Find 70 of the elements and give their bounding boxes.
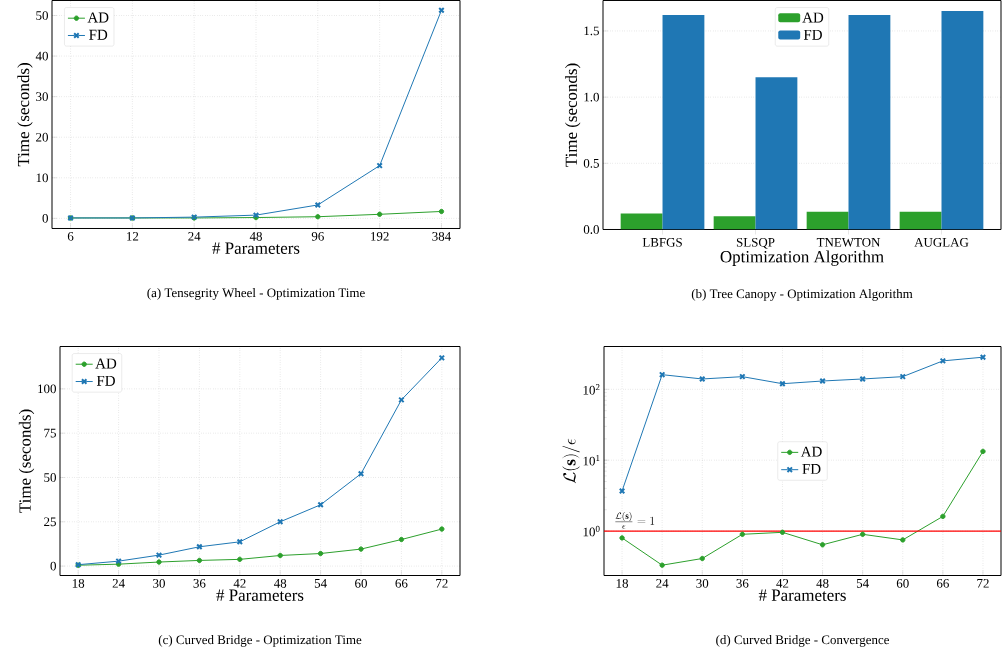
legend-label: AD xyxy=(87,12,109,23)
x-axis-title: # Parameters xyxy=(216,589,304,601)
y-tick-label: 50 xyxy=(36,10,48,20)
x-tick-label: AUGLAG xyxy=(914,237,969,247)
x-tick-label: 72 xyxy=(977,578,989,588)
y-tick-label: 100 xyxy=(38,384,56,393)
x-tick-label: 30 xyxy=(696,578,709,588)
x-tick-label: 54 xyxy=(314,578,327,588)
legend-label: FD xyxy=(803,29,822,40)
text: (c) Curved Bridge - Optimization Time xyxy=(158,634,362,647)
x-tick-label: 60 xyxy=(896,578,909,588)
x-tick-label: 96 xyxy=(311,231,324,241)
y-axis-title: Time (seconds) xyxy=(18,409,35,513)
x-tick-label: 36 xyxy=(736,578,749,588)
y-tick-label: 10$^{0}$ xyxy=(583,525,600,537)
y-tick-label: 10$^{2}$ xyxy=(583,383,600,395)
x-tick-label: 30 xyxy=(153,578,165,588)
y-tick-label: 1.5 xyxy=(584,26,599,36)
x-tick-label: 66 xyxy=(395,578,408,588)
x-axis-title: # Parameters xyxy=(758,589,846,601)
x-tick-label: 48 xyxy=(249,231,262,241)
text: (b) Tree Canopy - Optimization Algorithm xyxy=(691,288,913,301)
legend-label: FD xyxy=(96,375,115,386)
legend-label: AD xyxy=(95,358,117,369)
x-tick-label: 192 xyxy=(371,231,389,241)
ref-line-label: $\frac{\mathcal{L}(\mathbf{s})}{\epsilon}=1$ xyxy=(615,511,655,529)
legend-label: AD xyxy=(800,446,822,457)
y-tick-label: 40 xyxy=(35,51,48,61)
x-tick-label: 24 xyxy=(112,578,125,588)
x-tick-label: 42 xyxy=(233,578,246,588)
x-tick-label: 66 xyxy=(936,578,949,588)
x-tick-label: TNEWTON xyxy=(816,237,881,247)
y-tick-label: 0 xyxy=(50,561,56,571)
x-tick-label: 24 xyxy=(188,231,201,241)
y-tick-label: 30 xyxy=(36,92,48,101)
y-tick-label: 25 xyxy=(44,517,56,526)
x-tick-label: 18 xyxy=(72,578,85,588)
legend-label: FD xyxy=(802,463,821,474)
x-tick-label: 72 xyxy=(436,578,448,588)
text: (d) Curved Bridge - Convergence xyxy=(716,634,889,647)
y-tick-label: 0.0 xyxy=(583,224,599,234)
x-tick-label: 36 xyxy=(193,578,206,588)
y-tick-label: 50 xyxy=(44,472,56,482)
x-tick-label: 384 xyxy=(432,231,451,241)
y-tick-label: 10 xyxy=(36,173,48,182)
x-tick-label: 60 xyxy=(355,578,367,588)
x-tick-label: SLSQP xyxy=(736,237,775,249)
x-tick-label: 6 xyxy=(67,231,74,241)
y-axis-title: Time (seconds) xyxy=(565,63,581,167)
text: (a) Tensegrity Wheel - Optimization Time xyxy=(147,287,365,300)
y-axis-title: $\mathcal{L}(\mathbf{s})/\epsilon$ xyxy=(562,438,580,483)
x-axis-title: Optimization Algorithm xyxy=(720,250,884,266)
legend-label: FD xyxy=(89,29,108,40)
legend-label: AD xyxy=(802,12,824,23)
y-tick-label: 0.5 xyxy=(583,158,599,168)
y-tick-label: 75 xyxy=(44,428,56,438)
x-tick-label: 48 xyxy=(816,578,829,588)
y-tick-label: 1.0 xyxy=(584,92,599,102)
y-tick-label: 10$^{1}$ xyxy=(583,454,600,466)
y-axis-title: Time (seconds) xyxy=(17,62,33,167)
x-tick-label: LBFGS xyxy=(642,237,682,247)
x-tick-label: 54 xyxy=(856,578,869,588)
x-tick-label: 12 xyxy=(127,231,139,241)
y-tick-label: 0 xyxy=(42,213,48,223)
x-tick-label: 24 xyxy=(656,578,669,588)
y-tick-label: 20 xyxy=(36,132,48,142)
x-axis-title: # Parameters xyxy=(212,242,300,254)
x-tick-label: 42 xyxy=(776,578,789,588)
x-tick-label: 18 xyxy=(616,578,629,588)
x-tick-label: 48 xyxy=(273,578,287,588)
